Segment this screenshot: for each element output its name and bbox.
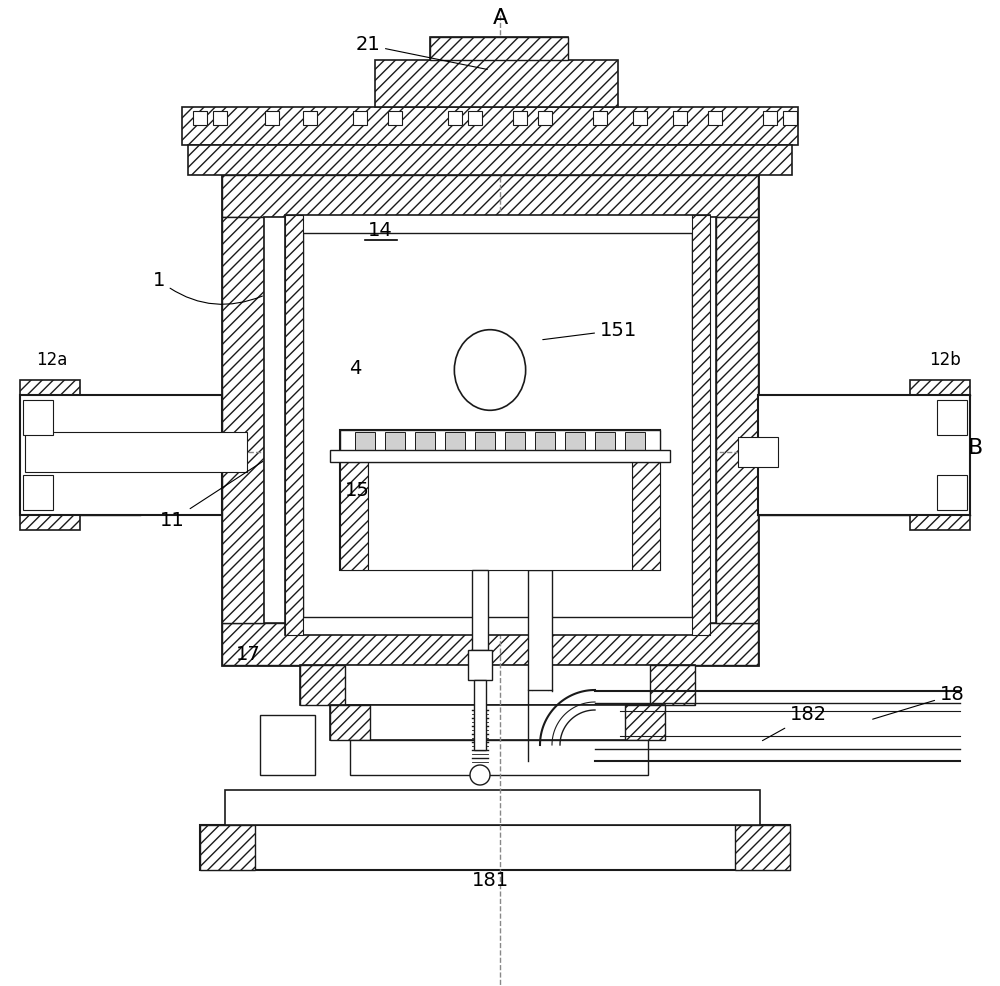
Polygon shape — [388, 111, 402, 125]
Polygon shape — [375, 60, 618, 107]
Text: 151: 151 — [543, 320, 637, 339]
Polygon shape — [330, 705, 370, 740]
Polygon shape — [758, 395, 818, 515]
Polygon shape — [535, 432, 555, 450]
Polygon shape — [910, 380, 970, 530]
Polygon shape — [445, 432, 465, 450]
Text: 4: 4 — [349, 359, 361, 378]
Polygon shape — [303, 233, 692, 617]
Polygon shape — [303, 111, 317, 125]
Polygon shape — [265, 111, 279, 125]
Polygon shape — [513, 111, 527, 125]
Text: 1: 1 — [153, 270, 262, 305]
Polygon shape — [222, 175, 758, 665]
Text: 17: 17 — [236, 646, 260, 665]
Polygon shape — [300, 665, 695, 705]
Polygon shape — [355, 432, 375, 450]
Polygon shape — [595, 432, 615, 450]
Polygon shape — [200, 825, 790, 870]
Polygon shape — [340, 430, 660, 455]
Ellipse shape — [454, 329, 526, 410]
Polygon shape — [385, 432, 405, 450]
Text: 18: 18 — [873, 685, 965, 719]
Text: 12a: 12a — [36, 351, 68, 369]
Polygon shape — [472, 570, 488, 650]
Polygon shape — [285, 215, 710, 635]
Polygon shape — [565, 432, 585, 450]
Text: 14: 14 — [368, 221, 392, 240]
Polygon shape — [225, 790, 760, 825]
Polygon shape — [330, 450, 670, 462]
Text: 21: 21 — [355, 35, 487, 69]
Polygon shape — [474, 680, 486, 750]
Polygon shape — [23, 400, 53, 435]
Text: 181: 181 — [471, 871, 509, 889]
Polygon shape — [213, 111, 227, 125]
Polygon shape — [353, 111, 367, 125]
Polygon shape — [300, 665, 345, 705]
Polygon shape — [350, 740, 648, 775]
Text: 11: 11 — [160, 461, 263, 529]
Polygon shape — [340, 430, 660, 570]
Polygon shape — [692, 215, 710, 635]
Text: 15: 15 — [345, 480, 369, 500]
Polygon shape — [475, 432, 495, 450]
Polygon shape — [200, 825, 255, 870]
Polygon shape — [468, 650, 492, 680]
Polygon shape — [763, 111, 777, 125]
Ellipse shape — [470, 765, 490, 785]
Polygon shape — [448, 111, 462, 125]
Polygon shape — [222, 623, 758, 665]
Polygon shape — [222, 217, 264, 623]
Polygon shape — [80, 395, 140, 515]
Polygon shape — [937, 400, 967, 435]
Polygon shape — [25, 432, 247, 472]
Text: 182: 182 — [762, 706, 827, 740]
Polygon shape — [368, 462, 632, 570]
Polygon shape — [673, 111, 687, 125]
Polygon shape — [430, 37, 568, 60]
Polygon shape — [708, 111, 722, 125]
Polygon shape — [625, 705, 665, 740]
Text: B: B — [968, 438, 984, 458]
Polygon shape — [20, 395, 222, 515]
Polygon shape — [783, 111, 797, 125]
Polygon shape — [285, 215, 303, 635]
Polygon shape — [735, 825, 790, 870]
Polygon shape — [633, 111, 647, 125]
Polygon shape — [330, 705, 665, 740]
Polygon shape — [632, 462, 660, 570]
Polygon shape — [505, 432, 525, 450]
Polygon shape — [260, 715, 315, 775]
Polygon shape — [716, 217, 758, 623]
Polygon shape — [528, 570, 552, 690]
Polygon shape — [23, 475, 53, 510]
Polygon shape — [625, 432, 645, 450]
Polygon shape — [193, 111, 207, 125]
Polygon shape — [20, 380, 80, 530]
Polygon shape — [188, 145, 792, 175]
Polygon shape — [738, 437, 778, 467]
Polygon shape — [264, 217, 716, 623]
Polygon shape — [468, 111, 482, 125]
Polygon shape — [182, 107, 798, 145]
Polygon shape — [937, 475, 967, 510]
Text: 12b: 12b — [929, 351, 961, 369]
Text: A: A — [492, 8, 508, 28]
Polygon shape — [650, 665, 695, 705]
Polygon shape — [758, 395, 970, 515]
Polygon shape — [222, 175, 758, 217]
Polygon shape — [415, 432, 435, 450]
Polygon shape — [340, 462, 368, 570]
Polygon shape — [430, 37, 568, 60]
Polygon shape — [538, 111, 552, 125]
Polygon shape — [593, 111, 607, 125]
